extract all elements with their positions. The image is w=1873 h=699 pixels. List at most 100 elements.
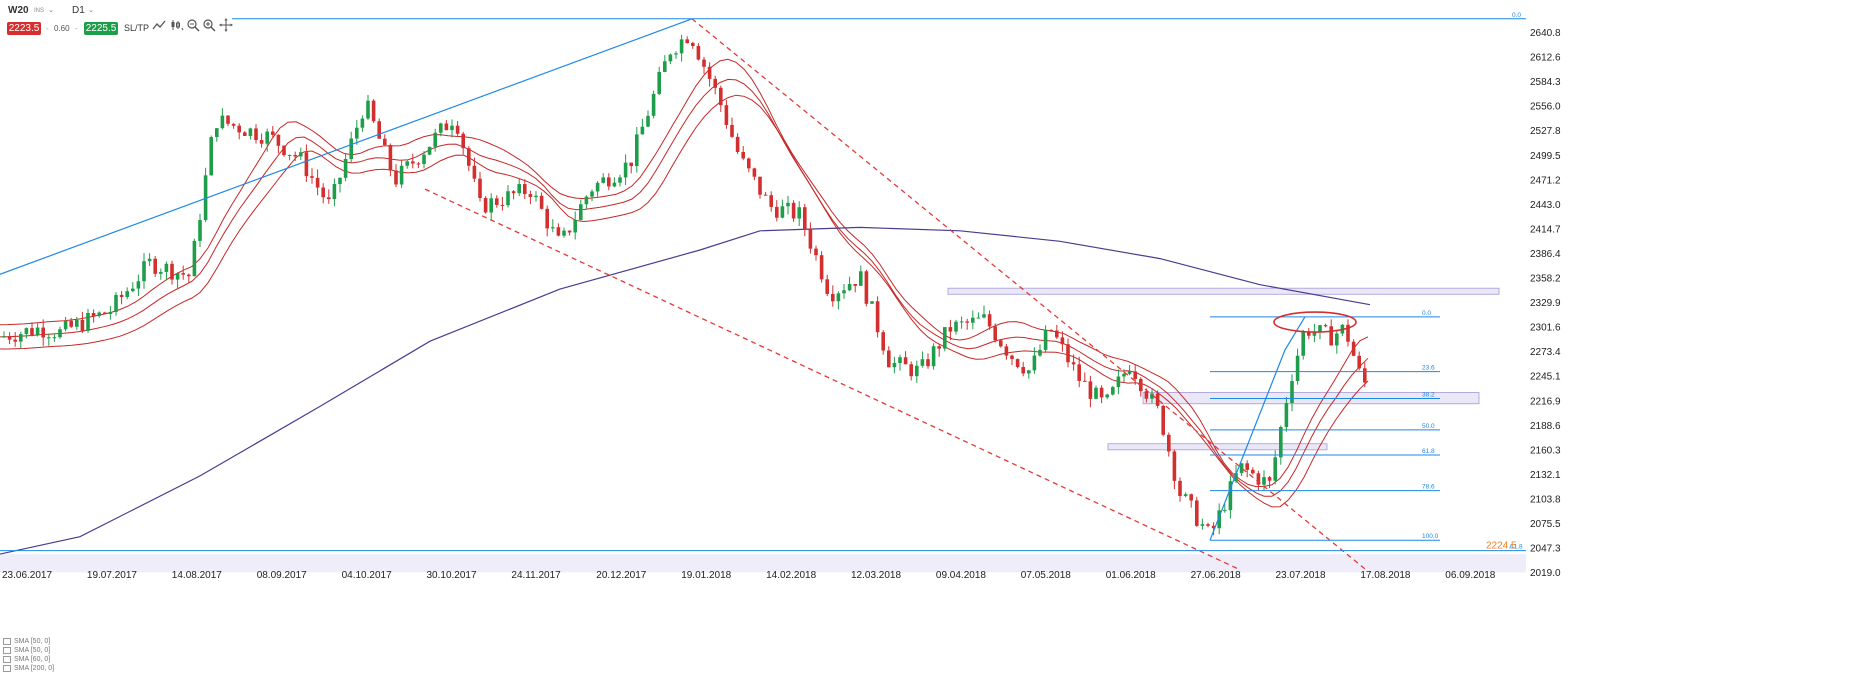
candle-body [1290,381,1294,404]
candle-body [58,329,62,338]
candle-body [808,229,813,249]
candle-body [1122,373,1126,377]
candle-body [517,184,521,194]
line-chart-icon[interactable] [152,18,166,32]
candle-body [1083,380,1087,382]
candle-body [931,346,936,367]
zoom-in-icon[interactable] [202,18,216,32]
candle-body [24,328,29,335]
symbol-dropdown-icon[interactable]: ⌄ [48,7,54,14]
candle-body [1346,324,1350,342]
sltp-button[interactable]: SL/TP [124,23,150,33]
candle-body [1178,480,1182,497]
legend-item[interactable]: SMA [50, 0] [3,637,54,646]
timeframe-dropdown-icon[interactable]: ⌄ [88,7,94,14]
sma200-line [0,226,1371,555]
highlight-ellipse [1273,311,1357,333]
zoom-out-icon[interactable] [186,18,200,32]
candle-body [982,314,986,318]
candle-settings-icon[interactable] [170,18,184,32]
candle-body [192,240,197,277]
candle-body [1144,391,1149,399]
candle-body [651,93,656,116]
candle-body [405,161,409,166]
y-tick-label: 2499.5 [1530,151,1561,162]
candle-body [1099,387,1104,398]
y-tick-label: 2527.8 [1530,126,1561,137]
candle-body [1301,332,1305,356]
candle-body [1279,427,1283,458]
volume-decrease-button[interactable]: - [46,24,49,33]
candle-body [702,59,706,67]
timeframe-selector[interactable]: D1 [72,5,85,16]
candle-body [13,339,17,342]
candle-body [489,198,493,213]
legend-item[interactable]: SMA [50, 0] [3,646,54,655]
candle-body [797,207,801,219]
candle-body [349,138,353,159]
candle-body [304,152,309,177]
bottom-zone [0,554,1526,573]
candle-body [819,255,824,280]
candle-body [954,321,958,332]
indicator-toggle-icon[interactable] [3,637,11,645]
candle-body [859,271,863,286]
candle-body [1323,325,1328,327]
crosshair-icon[interactable] [219,18,233,32]
indicator-toggle-icon[interactable] [3,664,11,672]
symbol-label[interactable]: W20 [8,5,29,16]
candle-body [147,258,152,262]
candle-body [786,202,790,207]
candle-body [450,125,454,131]
candle-body [86,312,90,331]
candle-body [360,118,365,128]
candle-body [399,165,404,185]
y-tick-label: 2556.0 [1530,102,1561,113]
x-tick-label: 19.07.2017 [87,570,137,581]
y-tick-label: 2019.0 [1530,568,1561,579]
volume-increase-button[interactable]: - [75,24,78,33]
y-tick-label: 2273.4 [1530,347,1561,358]
x-tick-label: 08.09.2017 [257,570,307,581]
candle-body [1021,367,1025,374]
candle-body [371,100,376,122]
top-level-label: 0.0 [1512,12,1521,19]
sell-button[interactable]: 2223.5 [7,22,41,35]
candle-body [1150,393,1154,399]
candle-body [136,281,141,289]
candle-body [971,317,975,323]
candle-body [707,66,712,79]
candle-body [1206,524,1210,526]
candle-body [909,364,913,377]
candle-body [842,290,846,294]
spread-value[interactable]: 0.60 [54,24,70,33]
candle-body [747,158,751,169]
y-tick-label: 2358.2 [1530,274,1561,285]
candle-body [248,128,253,136]
fib-level-label: 61.8 [1422,448,1435,455]
y-tick-label: 2443.0 [1530,200,1561,211]
candle-body [903,357,908,365]
candle-body [108,311,113,314]
legend-item[interactable]: SMA [60, 0] [3,655,54,664]
candle-body [97,312,101,316]
y-tick-label: 2414.7 [1530,224,1561,235]
candle-body [1127,371,1132,374]
candle-body [607,177,611,187]
indicator-toggle-icon[interactable] [3,655,11,663]
x-tick-label: 01.06.2018 [1106,570,1156,581]
indicator-toggle-icon[interactable] [3,646,11,654]
candle-body [7,336,12,340]
candle-body [455,125,460,134]
candle-body [433,132,437,147]
buy-button[interactable]: 2225.5 [84,22,118,35]
candle-body [495,198,499,205]
candle-body [1245,463,1249,470]
candle-body [674,53,678,55]
candle-body [1312,332,1317,336]
candle-body [181,273,185,275]
candle-body [75,319,79,327]
candle-body [243,132,247,136]
legend-item[interactable]: SMA [200, 0] [3,664,54,673]
